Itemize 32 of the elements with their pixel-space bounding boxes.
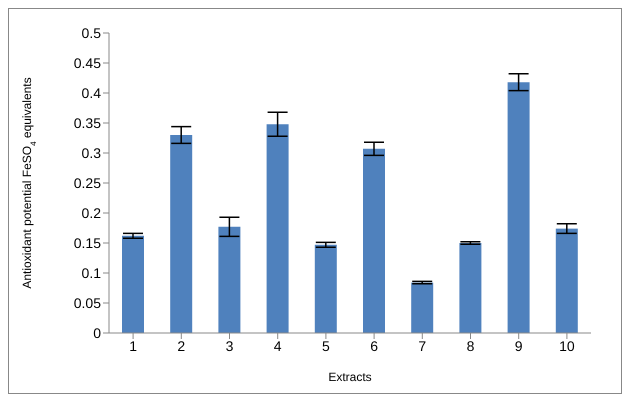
x-tick-label: 9 [514, 338, 523, 354]
bar [218, 226, 240, 333]
x-tick-label: 2 [177, 338, 186, 354]
bar [556, 228, 578, 333]
x-tick-label: 10 [559, 338, 575, 354]
x-tick-label: 7 [418, 338, 426, 354]
bar [266, 124, 289, 333]
bar [314, 244, 337, 333]
x-axis-title: Extracts [328, 370, 372, 384]
x-tick-label: 1 [129, 338, 138, 354]
bar [363, 148, 385, 333]
y-tick-label: 0.1 [82, 264, 102, 281]
y-tick-label: 0.05 [74, 294, 102, 311]
y-tick-label: 0.5 [82, 24, 102, 41]
bar [122, 236, 144, 333]
y-tick-label: 0.35 [74, 114, 102, 131]
x-tick-label: 8 [466, 338, 475, 354]
y-tick-label: 0.3 [82, 144, 102, 161]
x-tick-label: 6 [370, 338, 378, 354]
y-tick-label: 0.2 [82, 204, 102, 221]
y-tick-label: 0.15 [74, 234, 102, 251]
bar [411, 282, 434, 333]
y-tick-label: 0.45 [74, 54, 102, 71]
y-tick-label: 0.4 [82, 84, 102, 101]
x-tick-label: 5 [322, 338, 330, 354]
bar [170, 135, 192, 333]
x-tick-label: 4 [274, 338, 282, 354]
y-tick-label: 0.25 [74, 174, 102, 191]
bar [508, 82, 530, 333]
y-tick-label: 0 [93, 324, 102, 341]
bar [459, 243, 482, 333]
x-tick-label: 3 [226, 338, 234, 354]
